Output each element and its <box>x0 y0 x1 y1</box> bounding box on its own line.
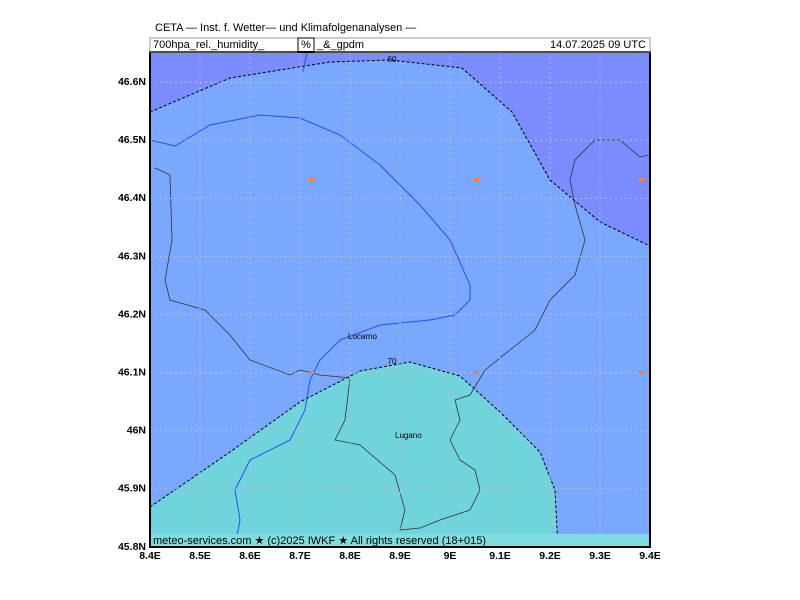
unit: % <box>301 39 311 51</box>
field-name: 700hpa_rel._humidity_ <box>153 39 265 51</box>
marker <box>309 371 314 374</box>
unit-box <box>297 37 315 53</box>
place-label: Locarno <box>348 332 377 341</box>
grid <box>149 52 651 548</box>
y-tick-label: 46.4N <box>118 192 146 204</box>
header-box <box>149 37 651 53</box>
footer: meteo-services.com ★ (c)2025 IWKF ★ All … <box>153 535 486 547</box>
x-tick-label: 8.6E <box>239 550 261 562</box>
y-tick-label: 46.3N <box>118 250 146 262</box>
x-tick-label: 9.2E <box>539 550 561 562</box>
y-tick-label: 46.2N <box>118 308 146 320</box>
x-tick-label: 9E <box>444 550 457 562</box>
x-tick-label: 9.3E <box>589 550 611 562</box>
marker <box>309 178 314 181</box>
x-tick-label: 8.5E <box>189 550 211 562</box>
marker <box>474 371 479 374</box>
contour-70 <box>150 361 559 547</box>
border <box>154 139 650 531</box>
y-tick-label: 46.6N <box>118 76 146 88</box>
x-tick-label: 8.8E <box>339 550 361 562</box>
markers <box>309 178 644 374</box>
y-tick-label: 45.9N <box>118 483 146 495</box>
place-label: Lugano <box>395 431 422 440</box>
x-tick-label: 9.4E <box>639 550 661 562</box>
marker <box>474 178 479 181</box>
x-tick-label: 8.9E <box>389 550 411 562</box>
marker <box>639 371 644 374</box>
contour-60 <box>150 59 650 247</box>
map-fields <box>150 52 650 547</box>
x-tick-label: 9.1E <box>489 550 511 562</box>
contour-label: 70 <box>388 357 397 366</box>
y-tick-label: 45.8N <box>118 541 146 553</box>
y-tick-label: 46.1N <box>118 366 146 378</box>
x-tick-label: 8.4E <box>139 550 161 562</box>
marker <box>639 178 644 181</box>
x-tick-label: 8.7E <box>289 550 311 562</box>
y-tick-label: 46.5N <box>118 134 146 146</box>
field-high <box>150 52 650 246</box>
field-low <box>150 362 558 547</box>
valid-time: 14.07.2025 09 UTC <box>550 39 646 51</box>
contour-label: 60 <box>388 55 397 64</box>
footer-bar <box>150 534 650 547</box>
header-title: CETA — Inst. f. Wetter— und Klimafolgena… <box>155 22 416 34</box>
y-tick-label: 46N <box>127 425 146 437</box>
field-name-2: _&_gpdm <box>316 39 364 51</box>
